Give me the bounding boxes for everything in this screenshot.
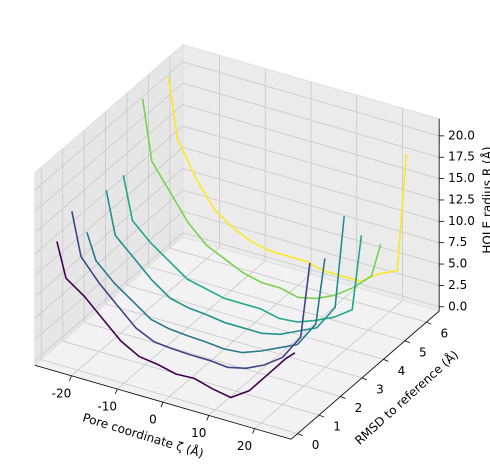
grid-line — [34, 61, 184, 191]
grid-line — [34, 125, 184, 255]
x-axis — [34, 364, 292, 440]
y-tick-label: 3 — [376, 382, 384, 396]
z-tick-label: 7.5 — [448, 235, 467, 249]
x-tick-label: 0 — [149, 413, 157, 427]
grid-line — [182, 146, 440, 222]
grid-line — [208, 286, 358, 416]
y-tick-label: 0 — [312, 438, 320, 452]
profile-line — [71, 211, 311, 370]
grid-line — [71, 247, 220, 377]
z-tick-label: 17.5 — [448, 150, 475, 164]
profile-line — [167, 76, 408, 283]
z-axis-label: HOLE radius R (Å) — [480, 146, 490, 253]
grid-line — [34, 104, 184, 234]
tick-mark — [114, 388, 118, 395]
grid — [34, 55, 445, 440]
grid-line — [41, 359, 298, 435]
x-tick-label: -20 — [52, 386, 72, 400]
x-tick-label: 10 — [191, 426, 206, 440]
tick-mark — [297, 433, 303, 437]
z-tick-label: 12.5 — [448, 192, 475, 206]
tick-mark — [206, 415, 210, 421]
profile-line — [56, 241, 296, 399]
grid-line — [182, 189, 440, 265]
y-axis — [290, 310, 440, 440]
panes — [33, 43, 441, 440]
tick-mark — [361, 377, 368, 381]
grid-line — [169, 247, 427, 323]
grid-line — [182, 61, 440, 137]
grid-line — [182, 104, 440, 179]
grid-line — [34, 82, 184, 212]
grid-line — [182, 211, 440, 286]
tick-mark — [318, 414, 325, 418]
profile-line — [141, 98, 382, 300]
z-tick-label: 20.0 — [448, 128, 475, 142]
grid-line — [182, 125, 440, 201]
x-tick-label: 20 — [237, 439, 252, 453]
z-tick-label: 15.0 — [448, 171, 475, 185]
grid-line — [254, 300, 403, 429]
y-tick-label: 6 — [440, 327, 448, 341]
tick-mark — [383, 358, 389, 362]
grid-line — [84, 322, 341, 397]
tick-mark — [69, 375, 72, 381]
grid-line — [148, 266, 405, 342]
lines — [56, 76, 408, 399]
grid-line — [34, 189, 184, 319]
profile-line — [122, 175, 363, 323]
grid-line — [182, 232, 440, 308]
z-tick-label: 10.0 — [448, 214, 475, 228]
tick-mark — [252, 428, 255, 434]
x-tick-label: -10 — [97, 399, 117, 413]
grid-line — [34, 168, 184, 298]
tick-mark — [404, 340, 410, 344]
z-tick-label: 0.0 — [448, 299, 467, 313]
x-axis-label: Pore coordinate ζ (Å) — [81, 409, 206, 460]
grid-line — [182, 168, 440, 244]
z-tick-label: 2.5 — [448, 278, 467, 292]
grid-line — [162, 273, 312, 403]
tick-mark — [160, 402, 164, 408]
y-tick-label: 4 — [398, 364, 406, 378]
y-tick-label: 2 — [355, 401, 363, 415]
tick-mark — [340, 396, 346, 399]
tick-mark — [426, 321, 432, 325]
grid-line — [182, 82, 440, 158]
y-tick-label: 1 — [333, 420, 341, 434]
z-tick-label: 5.0 — [448, 257, 467, 271]
y-tick-label: 5 — [419, 345, 427, 359]
grid-line — [34, 232, 184, 362]
grid-line — [116, 260, 266, 390]
profile-line — [86, 232, 326, 354]
